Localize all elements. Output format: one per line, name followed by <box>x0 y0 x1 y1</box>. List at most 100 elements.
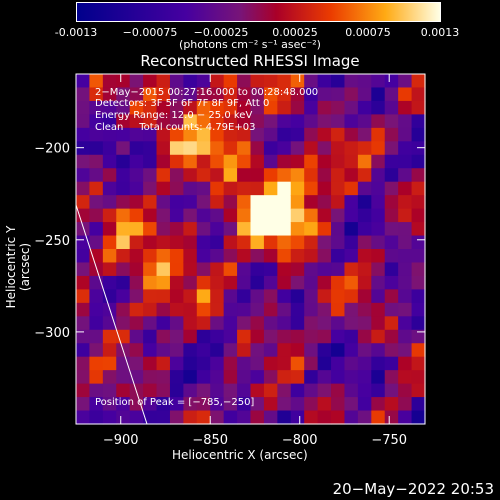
heatmap-cell <box>116 262 131 277</box>
heatmap-cell <box>331 168 346 183</box>
heatmap-cell <box>263 235 278 250</box>
heatmap-cell <box>129 195 144 210</box>
heatmap-cell <box>290 87 305 102</box>
heatmap-cell <box>102 383 117 398</box>
heatmap-cell <box>237 316 252 331</box>
heatmap-cell <box>371 262 386 277</box>
heatmap-cell <box>384 316 399 331</box>
heatmap-cell <box>371 100 386 115</box>
heatmap-cell <box>237 87 252 102</box>
heatmap-cell <box>331 397 346 412</box>
heatmap-cell <box>156 235 171 250</box>
heatmap-cell <box>263 289 278 304</box>
heatmap-cell <box>304 222 319 237</box>
heatmap-cell <box>89 343 104 358</box>
heatmap-cell <box>411 302 426 317</box>
heatmap-cell <box>102 154 117 169</box>
heatmap-cell <box>263 275 278 290</box>
heatmap-cell <box>169 74 184 89</box>
heatmap-cell <box>398 275 413 290</box>
heatmap-cell <box>331 127 346 142</box>
heatmap-cell <box>210 208 225 223</box>
heatmap-cell <box>169 370 184 385</box>
heatmap-cell <box>250 383 265 398</box>
heatmap-cell <box>317 100 332 115</box>
heatmap-cell <box>116 114 131 129</box>
heatmap-cell <box>263 343 278 358</box>
heatmap-cell <box>411 410 426 425</box>
heatmap-cell <box>317 168 332 183</box>
heatmap-cell <box>102 208 117 223</box>
x-tick-label: −850 <box>192 433 228 448</box>
heatmap-cell <box>398 114 413 129</box>
heatmap-cell <box>317 329 332 344</box>
heatmap-cell <box>263 410 278 425</box>
heatmap-cell <box>398 316 413 331</box>
heatmap-cell <box>223 208 238 223</box>
heatmap-cell <box>304 383 319 398</box>
heatmap-cell <box>156 208 171 223</box>
heatmap-cell <box>398 208 413 223</box>
heatmap-cell <box>304 208 319 223</box>
heatmap-cell <box>371 343 386 358</box>
heatmap-cell <box>317 370 332 385</box>
heatmap-cell <box>183 289 198 304</box>
heatmap-cell <box>183 127 198 142</box>
heatmap-cell <box>210 370 225 385</box>
heatmap-cell <box>331 87 346 102</box>
heatmap-cell <box>398 289 413 304</box>
heatmap-cell <box>129 181 144 196</box>
heatmap-cell <box>76 343 91 358</box>
heatmap-cell <box>357 289 372 304</box>
heatmap-cell <box>290 195 305 210</box>
heatmap-cell <box>143 114 158 129</box>
heatmap-cell <box>143 181 158 196</box>
heatmap-cell <box>156 262 171 277</box>
heatmap-cell <box>196 370 211 385</box>
heatmap-cell <box>398 100 413 115</box>
heatmap-cell <box>237 397 252 412</box>
heatmap-cell <box>357 249 372 264</box>
heatmap-cell <box>116 356 131 371</box>
heatmap-cell <box>169 383 184 398</box>
heatmap-cell <box>398 383 413 398</box>
heatmap-cell <box>277 249 292 264</box>
x-tick-label: −800 <box>282 433 318 448</box>
heatmap-cell <box>317 302 332 317</box>
heatmap-cell <box>223 127 238 142</box>
heatmap-cell <box>210 316 225 331</box>
heatmap-cell <box>277 275 292 290</box>
heatmap-cell <box>384 262 399 277</box>
heatmap-cell <box>277 289 292 304</box>
heatmap-cell <box>102 410 117 425</box>
heatmap-cell <box>143 343 158 358</box>
heatmap-cell <box>210 356 225 371</box>
heatmap-cell <box>277 383 292 398</box>
heatmap-cell <box>143 316 158 331</box>
heatmap-cell <box>371 302 386 317</box>
heatmap-cell <box>331 262 346 277</box>
annotation-energy: Energy Range: 12.0 − 25.0 keV <box>95 110 253 121</box>
heatmap-cell <box>237 114 252 129</box>
heatmap-cell <box>331 316 346 331</box>
heatmap-cell <box>411 289 426 304</box>
heatmap-cell <box>237 195 252 210</box>
heatmap-cell <box>277 410 292 425</box>
heatmap-cell <box>384 397 399 412</box>
heatmap-cell <box>129 343 144 358</box>
heatmap-cell <box>89 356 104 371</box>
heatmap-cell <box>344 343 359 358</box>
heatmap-cell <box>250 397 265 412</box>
heatmap-cell <box>277 262 292 277</box>
heatmap-cell <box>169 397 184 412</box>
heatmap-cell <box>183 168 198 183</box>
heatmap-cell <box>210 289 225 304</box>
heatmap-cell <box>169 141 184 156</box>
heatmap-cell <box>411 154 426 169</box>
heatmap-cell <box>143 222 158 237</box>
heatmap-cell <box>210 74 225 89</box>
heatmap-cell <box>398 222 413 237</box>
heatmap-cell <box>76 397 91 412</box>
heatmap-cell <box>398 262 413 277</box>
heatmap-cell <box>156 100 171 115</box>
